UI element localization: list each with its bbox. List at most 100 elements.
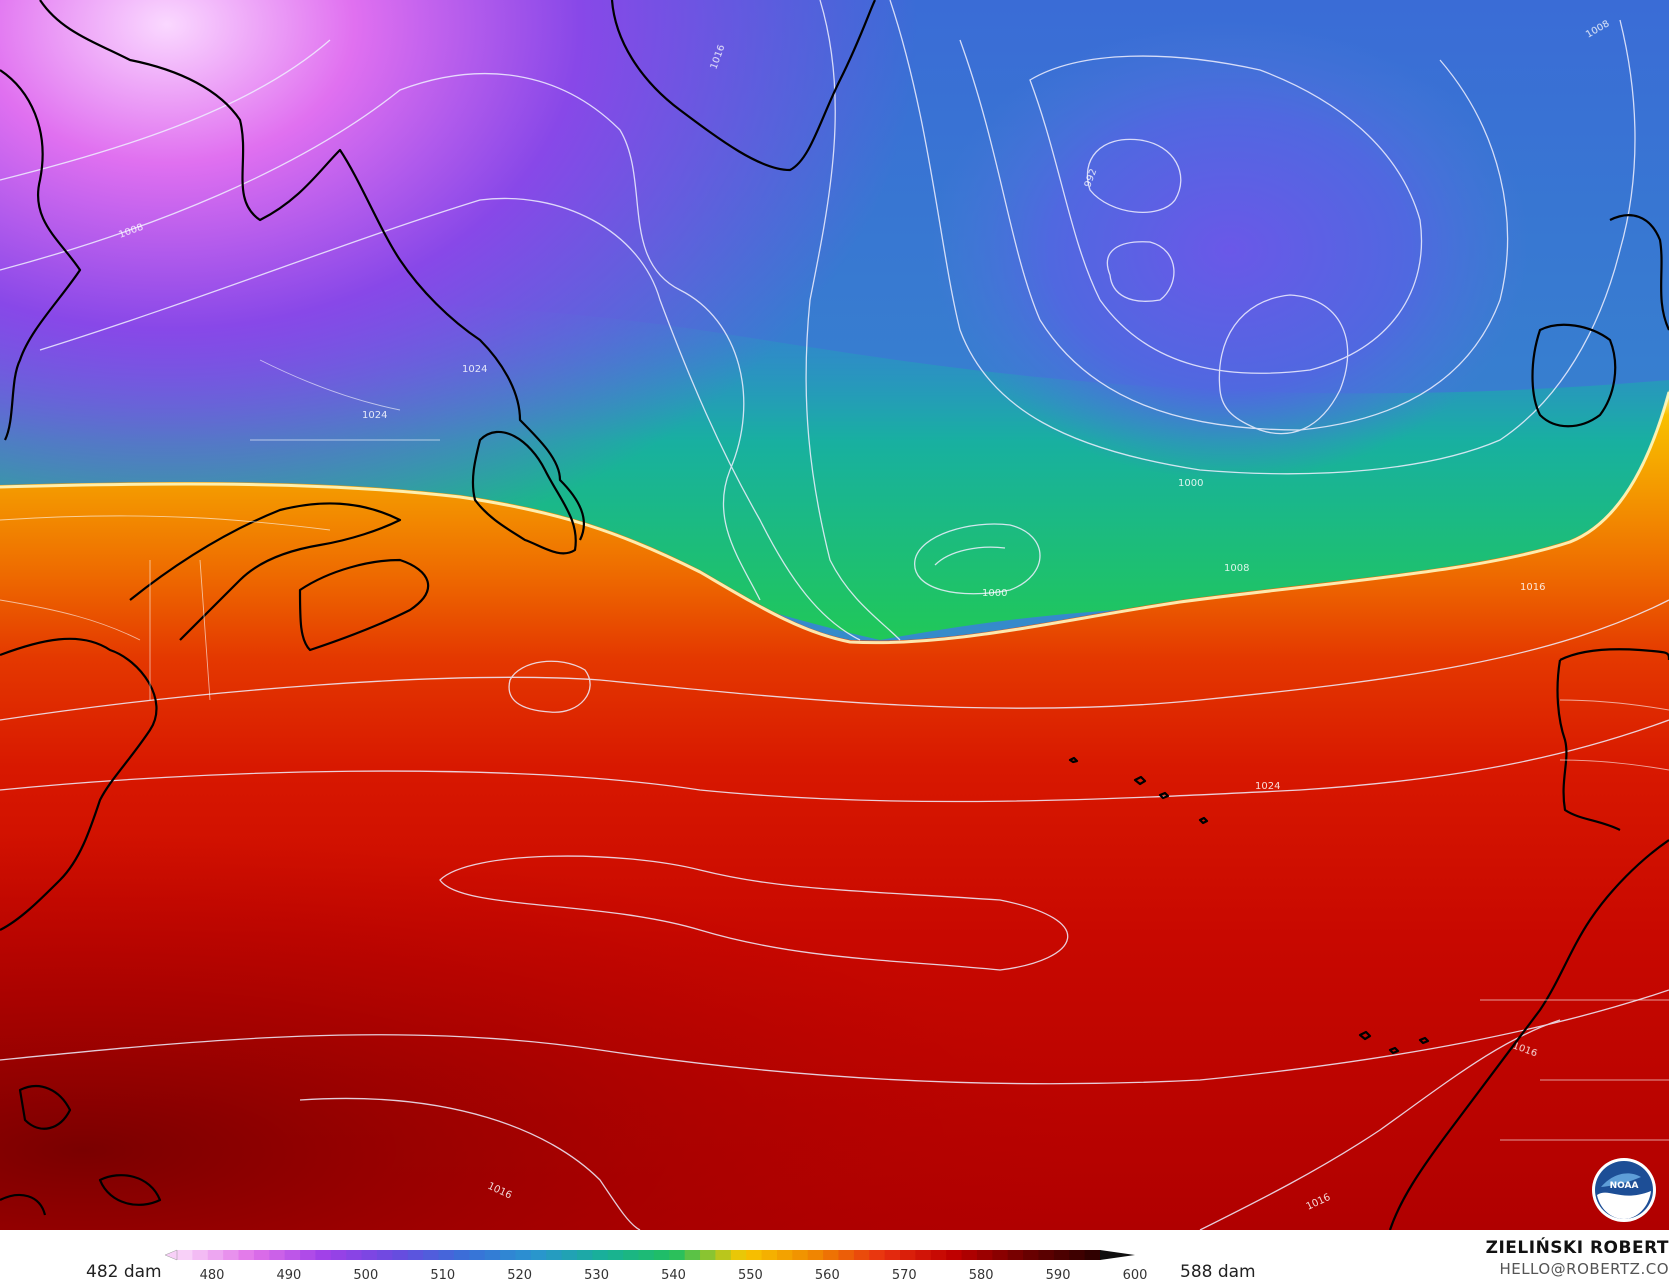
geopotential-map: 1016 1008 1024 1024 992 1000 1008 1000 1…	[0, 0, 1669, 1230]
colorbar-cell	[607, 1250, 624, 1260]
colorbar-cell	[807, 1250, 824, 1260]
colorbar-cell	[530, 1250, 547, 1260]
newfoundland-coast	[471, 430, 577, 555]
colorbar-min-arrow	[165, 1249, 178, 1261]
isobar-label: 1000	[1178, 478, 1203, 489]
colorbar-cell	[961, 1250, 978, 1260]
colorbar-cell	[177, 1250, 193, 1260]
colorbar-tick-label: 550	[738, 1268, 763, 1283]
colorbar-cell	[469, 1250, 486, 1260]
colorbar-cell	[223, 1250, 240, 1260]
colorbar-cell	[869, 1250, 886, 1260]
colorbar-cell	[700, 1250, 717, 1260]
colorbar-cell	[653, 1250, 670, 1260]
author-credit: ZIELIŃSKI ROBERT HELLO@ROBERTZ.CO	[1486, 1238, 1669, 1278]
colorbar: 480 490 500 510 520 530 540 550 560 570 580 590 600	[165, 1249, 1148, 1283]
colorbar-cell	[1053, 1250, 1070, 1260]
colorbar-tick-label: 570	[892, 1268, 917, 1283]
author-email[interactable]: HELLO@ROBERTZ.CO	[1499, 1260, 1669, 1278]
colorbar-cell	[284, 1250, 301, 1260]
nova-scotia-coast	[298, 558, 430, 652]
colorbar-cell	[1007, 1250, 1024, 1260]
colorbar-cell	[484, 1250, 501, 1260]
iceland-low	[930, 20, 1530, 480]
subtropical-high	[0, 700, 1669, 1230]
colorbar-cell	[1023, 1250, 1040, 1260]
morocco-coast	[1388, 839, 1669, 1230]
colorbar-cell	[423, 1250, 440, 1260]
noaa-logo-text: NOAA	[1610, 1181, 1639, 1191]
azores	[1068, 756, 1209, 825]
isobar-label: 1024	[362, 410, 387, 421]
colorbar-tick-label: 500	[353, 1268, 378, 1283]
colorbar-cell	[438, 1250, 455, 1260]
labrador-coast	[39, 0, 585, 541]
colorbar-cell	[1084, 1250, 1101, 1260]
legend-footer: 482 dam 480 490 500 510 520 530 540 550 560 570 58…	[0, 1230, 1669, 1287]
colorbar-cell	[838, 1250, 855, 1260]
isobar-lines	[0, 0, 1669, 1230]
colorbar-cell	[330, 1250, 347, 1260]
gulf-coast	[129, 502, 402, 641]
colorbar-cell	[361, 1250, 378, 1260]
colorbar-cell	[392, 1250, 409, 1260]
colorbar-cell	[776, 1250, 793, 1260]
greenland-coast	[610, 0, 876, 172]
colorbar-cell	[207, 1250, 224, 1260]
colorbar-cell	[992, 1250, 1009, 1260]
colorbar-cell	[407, 1250, 424, 1260]
colorbar-cell	[515, 1250, 532, 1260]
colorbar-tick-label: 490	[277, 1268, 302, 1283]
colorbar-cell	[669, 1250, 686, 1260]
isobar-label: 1000	[982, 588, 1007, 599]
colorbar-cell	[853, 1250, 870, 1260]
us-east-coast	[0, 637, 158, 931]
coastlines	[0, 0, 1669, 1230]
colorbar-cell	[500, 1250, 517, 1260]
colorbar-cell	[453, 1250, 470, 1260]
colorbar-cell	[238, 1250, 255, 1260]
colorbar-tick-label: 520	[507, 1268, 532, 1283]
isobar-label: 1024	[462, 364, 487, 375]
colorbar-cell	[1069, 1250, 1086, 1260]
colorbar-cell	[1038, 1250, 1055, 1260]
colorbar-cell	[884, 1250, 901, 1260]
author-name: ZIELIŃSKI ROBERT	[1485, 1238, 1669, 1258]
colorbar-cell	[192, 1250, 209, 1260]
colorbar-cell	[792, 1250, 809, 1260]
colorbar-cell	[900, 1250, 916, 1260]
colorbar-cell	[761, 1250, 778, 1260]
canary-islands	[1358, 1030, 1430, 1055]
colorbar-cell	[976, 1250, 993, 1260]
borders	[0, 359, 1669, 1141]
colorbar-cell	[376, 1250, 393, 1260]
colorbar-cell	[930, 1250, 947, 1260]
colorbar-tick-label: 480	[200, 1268, 225, 1283]
colorbar-max-label: 588 dam	[1180, 1262, 1256, 1282]
colorbar-min-label: 482 dam	[86, 1262, 162, 1282]
isobar-label: 1016	[1520, 582, 1545, 593]
colorbar-cell	[684, 1250, 701, 1260]
colorbar-cell	[346, 1250, 363, 1260]
hudson-coast	[0, 69, 82, 441]
colorbar-cell	[746, 1250, 763, 1260]
isobar-label: 1008	[1224, 563, 1249, 574]
colorbar-tick-label: 560	[815, 1268, 840, 1283]
colorbar-cell	[576, 1250, 593, 1260]
colorbar-cell	[915, 1250, 932, 1260]
colorbar-tick-label: 540	[661, 1268, 686, 1283]
colorbar-tick-label: 530	[584, 1268, 609, 1283]
colorbar-tick-label: 510	[430, 1268, 455, 1283]
colorbar-max-arrow	[1100, 1250, 1135, 1260]
colorbar-cell	[946, 1250, 963, 1260]
caribbean-islands	[0, 1085, 162, 1216]
iberia-coast	[1556, 648, 1669, 831]
colorbar-cell	[315, 1250, 332, 1260]
colorbar-cell	[715, 1250, 732, 1260]
colorbar-cell	[592, 1250, 609, 1260]
colorbar-tick-label: 580	[969, 1268, 994, 1283]
colorbar-tick-label: 600	[1123, 1268, 1148, 1283]
isobar-label: 1024	[1255, 781, 1280, 792]
great-britain-coast	[1609, 214, 1669, 331]
jet-boundary	[0, 391, 1669, 645]
